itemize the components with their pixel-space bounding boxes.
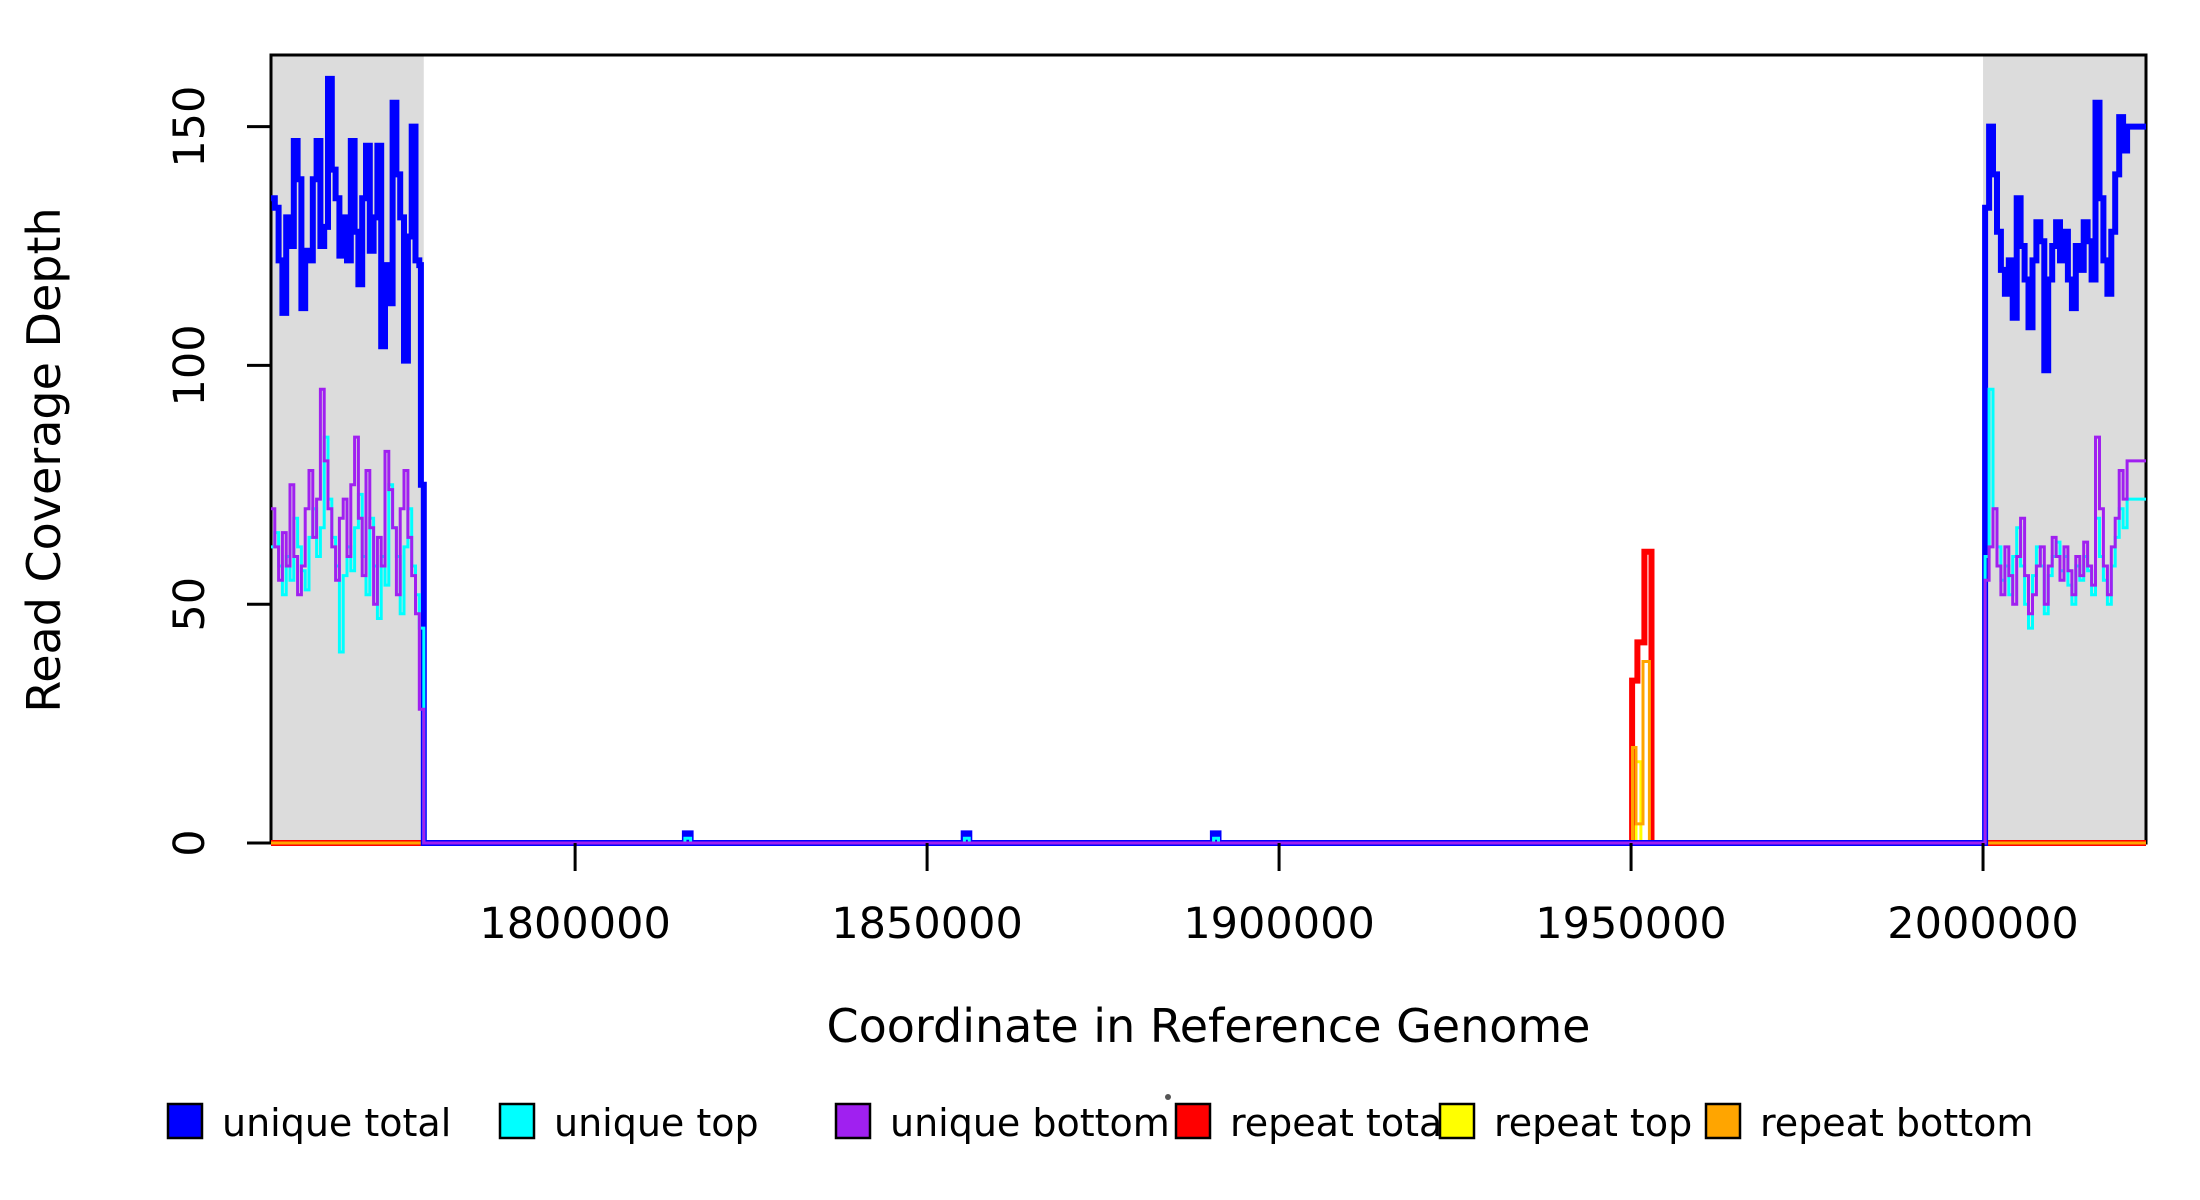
legend-label: repeat total [1230,1101,1453,1145]
series-line-repeat-bottom [271,660,2146,845]
legend-item-unique-total: unique total [166,1101,451,1145]
legend: unique total unique top unique bottom re… [166,1094,2033,1145]
legend-label: repeat top [1494,1101,1692,1145]
repeat-total-swatch-icon [1174,1102,1212,1140]
legend-label: unique bottom [890,1101,1170,1145]
x-tick-label-3: 1950000 [1535,899,1727,949]
y-tick-label-0: 0 [165,829,215,856]
legend-label: unique top [554,1101,759,1145]
series-line-unique-bottom [271,387,2146,845]
repeat-bottom-swatch-icon [1704,1102,1742,1140]
x-axis-title: Coordinate in Reference Genome [827,999,1591,1053]
y-tick-label-2: 100 [165,324,215,406]
x-tick-label-4: 2000000 [1887,899,2079,949]
shaded-region-1 [1983,55,2146,843]
repeat-top-swatch-icon [1438,1102,1476,1140]
series-lines [271,75,2146,846]
legend-item-repeat-bottom: repeat bottom [1704,1101,2033,1145]
legend-item-repeat-total: repeat total [1174,1101,1453,1145]
y-tick-label-1: 50 [165,577,215,632]
legend-label: unique total [222,1101,451,1145]
y-axis-title: Read Coverage Depth [17,207,71,712]
x-tick-label-0: 1800000 [479,899,671,949]
unique-top-swatch-icon [498,1102,536,1140]
series-line-unique-total [271,75,2146,846]
y-tick-label-3: 150 [165,86,215,168]
legend-artifact-dot [1165,1094,1171,1100]
unique-bottom-swatch-icon [834,1102,872,1140]
unique-total-swatch-icon [166,1102,204,1140]
legend-item-repeat-top: repeat top [1438,1101,1692,1145]
x-axis: 1800000 1850000 1900000 1950000 2000000 [479,843,2079,949]
legend-item-unique-bottom: unique bottom [834,1101,1170,1145]
y-axis: 0 50 100 150 [165,86,271,857]
legend-label: repeat bottom [1760,1101,2033,1145]
legend-item-unique-top: unique top [498,1101,759,1145]
x-tick-label-1: 1850000 [831,899,1023,949]
x-tick-label-2: 1900000 [1183,899,1375,949]
